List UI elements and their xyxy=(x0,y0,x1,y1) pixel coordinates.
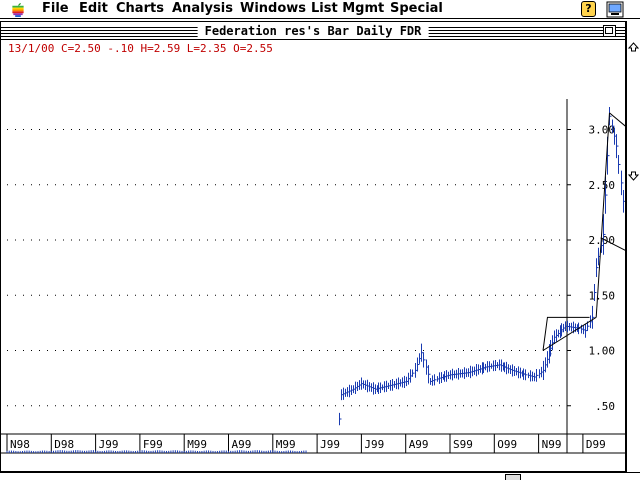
menu-list-mgmt[interactable]: List Mgmt xyxy=(311,1,385,16)
scroll-up-icon[interactable] xyxy=(627,40,640,54)
y-tick-label: 1.00 xyxy=(589,345,616,358)
price-quote-readout: 13/1/00 C=2.50 -.10 H=2.59 L=2.35 O=2.55 xyxy=(8,42,273,55)
y-tick-label: .50 xyxy=(595,400,615,413)
gridlines xyxy=(7,129,567,407)
menu-analysis[interactable]: Analysis xyxy=(172,1,233,16)
menu-bar: File Edit Charts Analysis Windows List M… xyxy=(0,0,640,19)
x-tick-label: O99 xyxy=(497,438,517,451)
help-icon[interactable]: ? xyxy=(581,1,596,17)
y-tick-label: 3.00 xyxy=(589,124,616,137)
x-tick-label: J99 xyxy=(99,438,119,451)
breakout-line xyxy=(595,112,610,318)
x-tick-label: F99 xyxy=(143,438,163,451)
menu-edit[interactable]: Edit xyxy=(79,1,108,16)
x-tick-label: M99 xyxy=(276,438,296,451)
x-tick-label: D98 xyxy=(54,438,74,451)
scroll-down-icon[interactable] xyxy=(627,169,640,183)
x-axis: N98 D98 J99 F99 M99 A99 M99 J99 J99 A99 S99 O99 N99 D… xyxy=(1,433,625,454)
x-tick-label: A99 xyxy=(409,438,429,451)
chart-window: Federation res's Bar Daily FDR 13/1/00 C… xyxy=(0,21,627,480)
desktop-strip xyxy=(0,472,640,480)
x-tick-label: N99 xyxy=(542,438,562,451)
x-tick-label: S99 xyxy=(453,438,473,451)
y-tick-label: 2.50 xyxy=(589,179,616,192)
apple-icon[interactable] xyxy=(10,2,26,17)
pattern-outline xyxy=(542,316,590,351)
x-tick-label: A99 xyxy=(232,438,252,451)
y-tick-label: 1.50 xyxy=(589,289,616,302)
trendline xyxy=(542,316,597,351)
x-tick-label: J99 xyxy=(364,438,384,451)
price-chart[interactable]: .501.001.502.002.503.00 N98D98J99F99M99A… xyxy=(1,41,625,455)
menu-special[interactable]: Special xyxy=(390,1,443,16)
menu-charts[interactable]: Charts xyxy=(116,1,164,16)
window-title: Federation res's Bar Daily FDR xyxy=(197,23,429,39)
price-bars xyxy=(339,107,625,426)
volume-bars xyxy=(6,450,307,453)
x-tick-label: N98 xyxy=(10,438,30,451)
x-tick-label: J99 xyxy=(320,438,340,451)
x-tick-label: M99 xyxy=(187,438,207,451)
trendlines xyxy=(542,112,625,351)
menu-file[interactable]: File xyxy=(42,1,69,16)
zoom-box-button[interactable] xyxy=(603,25,616,37)
window-title-bar[interactable]: Federation res's Bar Daily FDR xyxy=(1,22,625,40)
x-tick-label: D99 xyxy=(586,438,606,451)
desktop-icon[interactable] xyxy=(505,474,521,480)
menu-windows[interactable]: Windows xyxy=(240,1,307,16)
vertical-scrollbar[interactable] xyxy=(626,21,640,472)
trendline xyxy=(600,237,625,251)
application-icon[interactable] xyxy=(606,1,624,18)
